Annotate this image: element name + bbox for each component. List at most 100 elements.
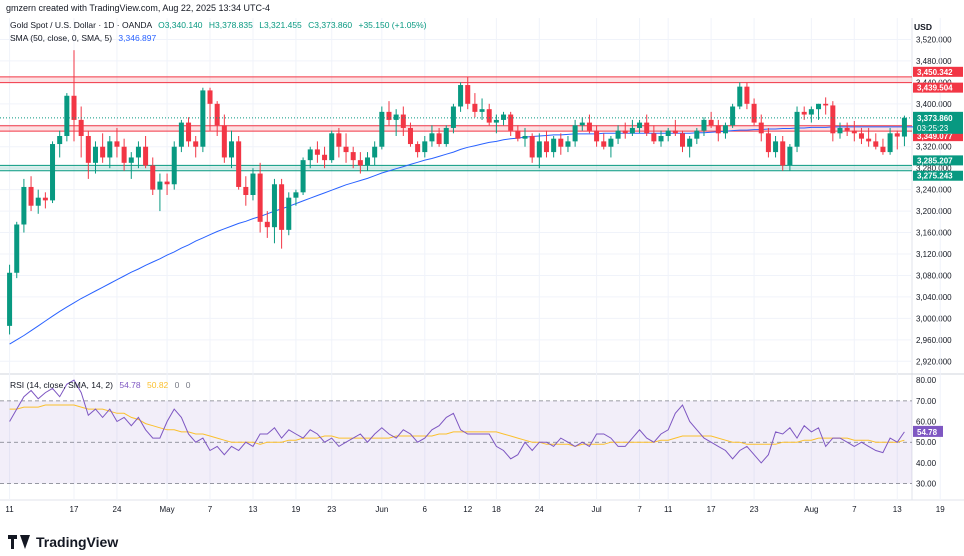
candle: [787, 144, 793, 171]
zone-band: [0, 165, 912, 171]
candle: [579, 117, 585, 131]
candle-body: [887, 133, 893, 153]
candle: [594, 125, 600, 147]
candle-body: [758, 122, 764, 134]
candle: [236, 136, 242, 190]
candle-body: [586, 122, 592, 131]
candle-body: [221, 125, 227, 158]
candle: [221, 114, 227, 163]
candle: [286, 192, 292, 236]
candle: [472, 93, 478, 118]
price-tick-label: 3,480.000: [916, 57, 952, 66]
candle-body: [844, 127, 850, 131]
candle: [357, 152, 363, 174]
candle-body: [271, 184, 277, 228]
candle-body: [243, 186, 249, 195]
candle: [672, 119, 678, 136]
candle-body: [322, 154, 328, 161]
candle: [372, 141, 378, 166]
candle-body: [830, 105, 836, 134]
zone-top-badge-bg: [913, 66, 963, 77]
candle: [687, 136, 693, 158]
candle-body: [143, 146, 149, 166]
candle: [386, 101, 392, 126]
candle: [214, 101, 220, 136]
candle: [343, 133, 349, 163]
candle-body: [207, 90, 213, 104]
candle: [243, 176, 249, 206]
candle-body: [744, 86, 750, 104]
candle: [758, 114, 764, 142]
candle: [365, 152, 371, 171]
candle: [737, 82, 743, 110]
currency-label: USD: [914, 22, 932, 32]
price-tick-label: 3,160.000: [916, 229, 952, 238]
candle-body: [78, 119, 84, 136]
candle: [837, 122, 843, 139]
rsi-extra-2: 0: [185, 380, 191, 390]
candle: [85, 130, 91, 179]
candle: [493, 114, 499, 134]
candle: [479, 98, 485, 120]
candle-body: [429, 133, 435, 142]
candle: [744, 82, 750, 110]
candle: [644, 114, 650, 136]
candle-body: [722, 125, 728, 134]
candle-body: [386, 111, 392, 120]
candle-body: [565, 141, 571, 147]
candle: [851, 120, 857, 142]
candle: [608, 136, 614, 158]
candle-body: [629, 127, 635, 134]
symbol-legend: Gold Spot / U.S. Dollar · 1D · OANDA O3,…: [10, 20, 427, 30]
candle-body: [157, 181, 163, 190]
time-tick-label: 13: [249, 505, 258, 514]
candle: [637, 119, 643, 134]
tradingview-brand[interactable]: TradingView: [8, 534, 118, 550]
zone-bottom-badge: 3,349.077: [917, 132, 953, 141]
candle: [615, 125, 621, 145]
candle-body: [85, 136, 91, 163]
symbol-name: Gold Spot / U.S. Dollar · 1D · OANDA: [10, 20, 152, 30]
candle-body: [42, 197, 48, 201]
candle-body: [329, 133, 335, 161]
candle-body: [150, 165, 156, 190]
candle-body: [773, 141, 779, 153]
zone-band: [0, 76, 912, 83]
candle-body: [257, 173, 263, 222]
rsi-line: [9, 379, 905, 464]
candle: [257, 162, 263, 233]
candle-body: [35, 197, 41, 206]
time-tick-label: 18: [492, 505, 501, 514]
sma-label: SMA (50, close, 0, SMA, 5): [10, 33, 113, 43]
rsi-ma-value: 50.82: [147, 380, 169, 390]
candle: [293, 189, 299, 206]
rsi-tick-label: 30.00: [916, 480, 937, 489]
candle: [830, 101, 836, 142]
price-tick-label: 3,240.000: [916, 186, 952, 195]
candle-body: [465, 85, 471, 104]
countdown-badge: 03:25:23: [917, 124, 949, 133]
candle-body: [644, 122, 650, 134]
candle: [751, 98, 757, 126]
candle-body: [672, 130, 678, 134]
candle-body: [14, 224, 20, 273]
candle: [193, 136, 199, 158]
time-tick-label: 11: [664, 505, 673, 514]
sma-legend: SMA (50, close, 0, SMA, 5) 3,346.897: [10, 33, 156, 43]
candle-body: [508, 114, 514, 131]
candle: [114, 127, 120, 158]
candle: [207, 87, 213, 131]
candle: [701, 117, 707, 136]
candle: [501, 111, 507, 126]
time-tick-label: 19: [291, 505, 300, 514]
candle-body: [901, 117, 907, 137]
candle: [450, 103, 456, 134]
candle-body: [579, 122, 585, 126]
candle-body: [823, 103, 829, 106]
change-value: +35.150 (+1.05%): [358, 20, 427, 30]
candle-body: [708, 119, 714, 126]
candle-body: [715, 125, 721, 134]
candle-body: [594, 130, 600, 142]
candle-body: [801, 111, 807, 115]
